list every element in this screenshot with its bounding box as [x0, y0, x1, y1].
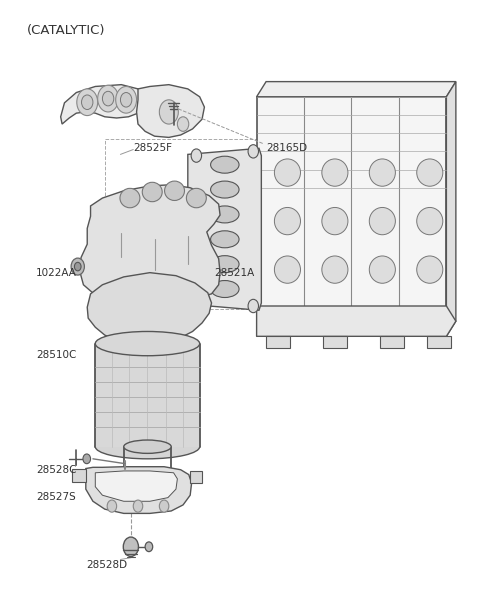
- Ellipse shape: [417, 207, 443, 235]
- Polygon shape: [96, 343, 200, 447]
- Ellipse shape: [120, 188, 140, 207]
- Circle shape: [71, 258, 84, 275]
- Polygon shape: [190, 471, 202, 483]
- Polygon shape: [60, 84, 145, 124]
- Ellipse shape: [322, 256, 348, 283]
- Text: 28510C: 28510C: [36, 349, 76, 359]
- Ellipse shape: [211, 231, 239, 248]
- Ellipse shape: [211, 156, 239, 173]
- Polygon shape: [257, 306, 456, 337]
- Ellipse shape: [275, 207, 300, 235]
- Polygon shape: [137, 84, 204, 138]
- Circle shape: [120, 92, 132, 107]
- Text: 28521A: 28521A: [214, 267, 254, 278]
- Polygon shape: [257, 81, 456, 97]
- Polygon shape: [266, 337, 290, 348]
- Ellipse shape: [211, 280, 239, 297]
- Circle shape: [191, 149, 202, 162]
- Polygon shape: [427, 337, 451, 348]
- Ellipse shape: [369, 256, 396, 283]
- Text: 1022AA: 1022AA: [36, 267, 77, 278]
- Circle shape: [191, 294, 202, 308]
- Ellipse shape: [211, 256, 239, 272]
- Polygon shape: [86, 467, 192, 513]
- Text: 28528D: 28528D: [86, 560, 127, 570]
- Polygon shape: [323, 337, 347, 348]
- Circle shape: [97, 85, 119, 112]
- Ellipse shape: [322, 159, 348, 186]
- Circle shape: [83, 454, 91, 464]
- Circle shape: [116, 86, 137, 113]
- Text: (CATALYTIC): (CATALYTIC): [26, 24, 105, 37]
- Circle shape: [178, 117, 189, 132]
- Polygon shape: [87, 272, 212, 343]
- Circle shape: [107, 500, 117, 512]
- Circle shape: [248, 144, 259, 158]
- Circle shape: [159, 500, 169, 512]
- Ellipse shape: [211, 206, 239, 223]
- Ellipse shape: [96, 332, 200, 356]
- Ellipse shape: [369, 159, 396, 186]
- Text: 28527S: 28527S: [36, 492, 76, 502]
- Text: 28165D: 28165D: [266, 143, 307, 154]
- Circle shape: [133, 500, 143, 512]
- Ellipse shape: [124, 440, 171, 453]
- Polygon shape: [96, 471, 178, 501]
- Ellipse shape: [369, 207, 396, 235]
- Polygon shape: [72, 469, 86, 482]
- Circle shape: [77, 89, 97, 116]
- Ellipse shape: [165, 181, 184, 201]
- Ellipse shape: [142, 182, 162, 202]
- Circle shape: [123, 537, 138, 556]
- Ellipse shape: [417, 256, 443, 283]
- Circle shape: [82, 95, 93, 110]
- Circle shape: [74, 263, 81, 271]
- Text: 28528C: 28528C: [36, 465, 76, 475]
- Text: 28525F: 28525F: [133, 143, 172, 154]
- Polygon shape: [380, 337, 404, 348]
- Circle shape: [248, 299, 259, 313]
- Ellipse shape: [275, 159, 300, 186]
- Ellipse shape: [186, 188, 206, 207]
- Ellipse shape: [275, 256, 300, 283]
- Polygon shape: [257, 97, 446, 337]
- Circle shape: [102, 91, 114, 106]
- Ellipse shape: [417, 159, 443, 186]
- Polygon shape: [188, 148, 261, 310]
- Circle shape: [159, 100, 179, 124]
- Polygon shape: [446, 81, 456, 337]
- Ellipse shape: [211, 181, 239, 198]
- Polygon shape: [80, 185, 220, 301]
- Circle shape: [145, 542, 153, 551]
- Ellipse shape: [96, 435, 200, 459]
- Ellipse shape: [322, 207, 348, 235]
